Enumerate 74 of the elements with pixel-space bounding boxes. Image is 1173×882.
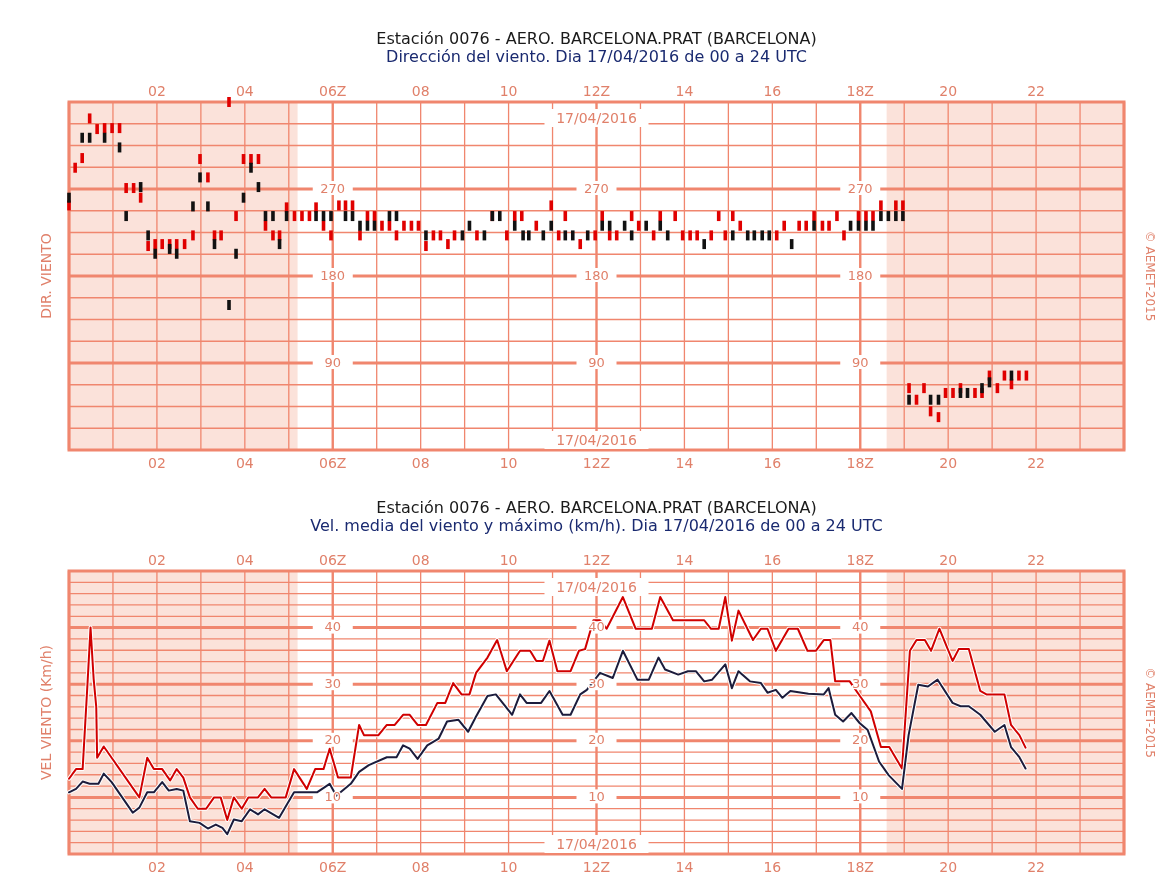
x-tick-label: 20 xyxy=(939,552,958,568)
x-tick-label: 04 xyxy=(235,552,254,568)
x-tick-label: 08 xyxy=(411,552,430,568)
x2-tick-label: 10 xyxy=(499,859,518,875)
x2-tick-label: 06Z xyxy=(319,859,347,875)
y3-tick-label: 40 xyxy=(851,619,869,635)
y3-tick-label: 270 xyxy=(847,180,873,196)
y3-tick-label: 20 xyxy=(851,732,869,748)
chart-subtitle: Dirección del viento. Dia 17/04/2016 de 00 a 24 UTC xyxy=(386,47,807,66)
x-tick-label: 08 xyxy=(411,83,430,99)
x2-tick-label: 18Z xyxy=(846,859,874,875)
x2-tick-label: 04 xyxy=(235,859,254,875)
x2-tick-label: 14 xyxy=(675,859,694,875)
y-tick-label: 270 xyxy=(320,180,346,196)
x-tick-label: 06Z xyxy=(319,83,347,99)
x-tick-label: 04 xyxy=(235,83,254,99)
chart-title: Estación 0076 - AERO. BARCELONA.PRAT (BARCELONA) xyxy=(376,498,817,517)
x2-tick-label: 20 xyxy=(939,859,958,875)
x-tick-label: 14 xyxy=(675,552,694,568)
y-tick-label: 90 xyxy=(324,354,342,370)
x2-tick-label: 18Z xyxy=(846,455,874,471)
x-tick-label: 18Z xyxy=(846,552,874,568)
x-tick-label: 14 xyxy=(675,83,694,99)
y2-tick-label: 180 xyxy=(584,267,609,283)
x-tick-label: 22 xyxy=(1027,83,1045,99)
x2-tick-label: 12Z xyxy=(582,859,611,875)
x-tick-label: 18Z xyxy=(846,83,874,99)
x-tick-label: 06Z xyxy=(319,552,347,568)
x-tick-label: 12Z xyxy=(582,83,611,99)
y2-tick-label: 10 xyxy=(588,788,605,804)
annotation: 17/04/2016 xyxy=(556,579,637,595)
x-tick-label: 20 xyxy=(939,83,958,99)
x2-tick-label: 14 xyxy=(675,455,694,471)
x2-tick-label: 20 xyxy=(939,455,958,471)
x-tick-label: 22 xyxy=(1027,552,1045,568)
chart-title: Estación 0076 - AERO. BARCELONA.PRAT (BARCELONA) xyxy=(376,29,817,48)
x2-tick-label: 16 xyxy=(763,455,782,471)
annotation: 17/04/2016 xyxy=(556,110,637,126)
y-tick-label: 180 xyxy=(320,267,346,283)
x2-tick-label: 04 xyxy=(235,455,254,471)
x2-tick-label: 02 xyxy=(148,455,166,471)
y-tick-label: 40 xyxy=(324,619,342,635)
x2-tick-label: 08 xyxy=(411,455,430,471)
x2-tick-label: 16 xyxy=(763,859,782,875)
y3-tick-label: 30 xyxy=(851,675,869,691)
x-tick-label: 12Z xyxy=(582,552,611,568)
x2-tick-label: 22 xyxy=(1027,859,1045,875)
x2-tick-label: 22 xyxy=(1027,455,1045,471)
x2-tick-label: 08 xyxy=(411,859,430,875)
annotation: 17/04/2016 xyxy=(556,432,637,448)
y2-tick-label: 20 xyxy=(588,732,605,748)
y2-tick-label: 270 xyxy=(584,180,609,196)
x-tick-label: 10 xyxy=(499,83,518,99)
y-tick-label: 30 xyxy=(324,675,342,691)
x2-tick-label: 12Z xyxy=(582,455,611,471)
x-tick-label: 02 xyxy=(148,552,166,568)
y3-tick-label: 180 xyxy=(847,267,873,283)
x-tick-label: 02 xyxy=(148,83,166,99)
x-tick-label: 16 xyxy=(763,83,782,99)
x-tick-label: 16 xyxy=(763,552,782,568)
x2-tick-label: 10 xyxy=(499,455,518,471)
x2-tick-label: 02 xyxy=(148,859,166,875)
x-tick-label: 10 xyxy=(499,552,518,568)
text: © AEMET-2015 xyxy=(1143,667,1157,758)
y3-tick-label: 10 xyxy=(851,788,869,804)
annotation: 17/04/2016 xyxy=(556,836,637,852)
y-axis-title: DIR. VIENTO xyxy=(38,233,54,319)
text: © AEMET-2015 xyxy=(1143,230,1157,322)
y2-tick-label: 90 xyxy=(588,354,605,370)
y-tick-label: 20 xyxy=(324,732,342,748)
y3-tick-label: 90 xyxy=(851,354,869,370)
y-axis-title: VEL VIENTO (Km/h) xyxy=(38,644,54,781)
x2-tick-label: 06Z xyxy=(319,455,347,471)
chart-subtitle: Vel. media del viento y máximo (km/h). Dia 17/04/2016 de 00 a 24 UTC xyxy=(310,516,883,535)
